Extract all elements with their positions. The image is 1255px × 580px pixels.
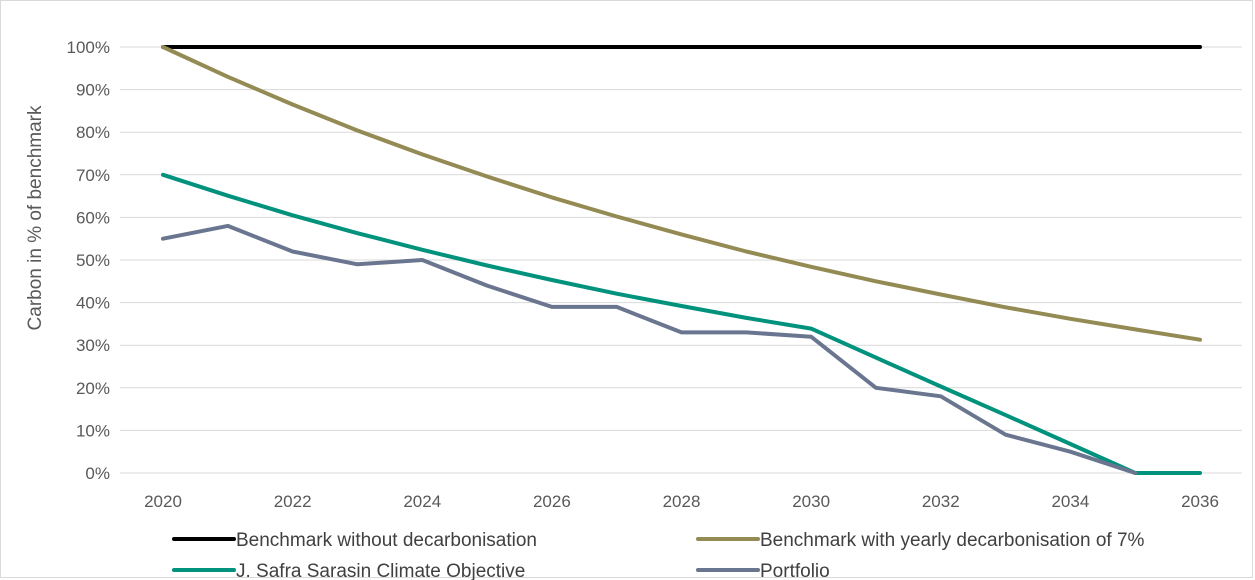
legend-label: Benchmark without decarbonisation: [236, 530, 537, 551]
legend-label: Benchmark with yearly decarbonisation of…: [760, 530, 1145, 551]
x-tick-label: 2036: [1181, 492, 1219, 511]
y-tick-label: 70%: [76, 166, 110, 185]
grid-lines: [120, 46, 1242, 474]
x-tick-label: 2030: [792, 492, 830, 511]
x-tick-label: 2022: [274, 492, 312, 511]
x-tick-label: 2026: [533, 492, 571, 511]
y-tick-label: 80%: [76, 123, 110, 142]
legend: Benchmark without decarbonisation Benchma…: [172, 530, 1145, 580]
y-tick-label: 90%: [76, 81, 110, 100]
y-tick-label: 10%: [76, 421, 110, 440]
y-axis-label: Carbon in % of benchmark: [25, 105, 46, 330]
y-axis-ticks: 0% 10% 20% 30% 40% 50% 60% 70% 80% 90% 100%: [67, 38, 110, 483]
x-tick-label: 2024: [403, 492, 441, 511]
series-group: [161, 45, 1202, 475]
y-tick-label: 50%: [76, 251, 110, 270]
series-line-4: [161, 223, 1138, 475]
y-tick-label: 0%: [85, 464, 110, 483]
series-line-2: [161, 45, 1202, 342]
legend-label: Portfolio: [760, 561, 830, 580]
series-line-3: [161, 172, 1202, 475]
y-tick-label: 30%: [76, 336, 110, 355]
y-tick-label: 20%: [76, 379, 110, 398]
x-tick-label: 2028: [663, 492, 701, 511]
legend-label: J. Safra Sarasin Climate Objective: [236, 561, 525, 580]
x-tick-label: 2034: [1051, 492, 1089, 511]
x-axis: 2020 2022 2024 2026 2028 2030 2032 2034 2036: [144, 492, 1219, 511]
x-tick-label: 2020: [144, 492, 182, 511]
y-tick-label: 100%: [67, 38, 110, 57]
y-tick-label: 60%: [76, 208, 110, 227]
y-tick-label: 40%: [76, 294, 110, 313]
x-tick-label: 2032: [922, 492, 960, 511]
